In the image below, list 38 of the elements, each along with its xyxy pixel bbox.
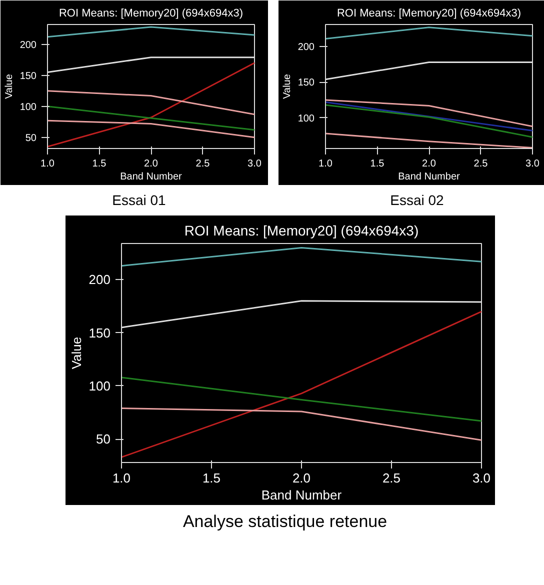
y-tick-label: 150	[20, 70, 37, 82]
x-tick-label: 3.0	[472, 470, 491, 486]
y-tick-label: 50	[25, 132, 37, 144]
y-tick-label: 100	[88, 378, 111, 394]
text: Analyse statistique retenue	[182, 511, 388, 533]
x-tick-label: 1.5	[202, 470, 221, 486]
x-tick-label: 3.0	[248, 158, 262, 170]
y-tick-label: 100	[20, 102, 37, 113]
y-tick-label: 50	[96, 432, 111, 447]
y-tick-label: 100	[298, 113, 315, 124]
x-tick-label: 1.0	[40, 158, 55, 170]
x-tick-label: 2.5	[474, 158, 488, 170]
x-tick-label: 1.0	[318, 158, 333, 170]
x-tick-label: 1.0	[112, 470, 131, 486]
y-tick-label: 200	[298, 42, 315, 54]
y-tick-label: 200	[20, 40, 37, 51]
x-tick-label: 3.0	[526, 158, 540, 170]
text: Essai 02	[390, 191, 444, 210]
chart-title: ROI Means: [Memory20] (694x694x3)	[58, 8, 244, 20]
x-axis-title: Band Number	[261, 488, 342, 502]
x-tick-label: 2.0	[144, 158, 158, 170]
chart-title: ROI Means: [Memory20] (694x694x3)	[336, 8, 522, 20]
y-tick-label: 200	[88, 272, 111, 288]
chart-title: ROI Means: [Memory20] (694x694x3)	[184, 222, 419, 238]
y-tick-label: 150	[298, 78, 315, 89]
x-tick-label: 2.5	[196, 158, 210, 170]
y-tick-label: 150	[88, 325, 111, 340]
x-tick-label: 2.5	[382, 470, 401, 486]
text: Essai 01	[112, 191, 166, 210]
x-axis-title: Band Number	[398, 172, 461, 182]
x-axis-title: Band Number	[120, 172, 183, 182]
y-axis-title: Value	[282, 74, 293, 99]
x-tick-label: 1.5	[92, 158, 107, 170]
y-axis-title: Value	[4, 74, 15, 99]
y-axis-title: Value	[68, 336, 84, 370]
x-tick-label: 2.0	[292, 470, 311, 486]
x-tick-label: 1.5	[370, 158, 385, 170]
x-tick-label: 2.0	[422, 158, 436, 170]
